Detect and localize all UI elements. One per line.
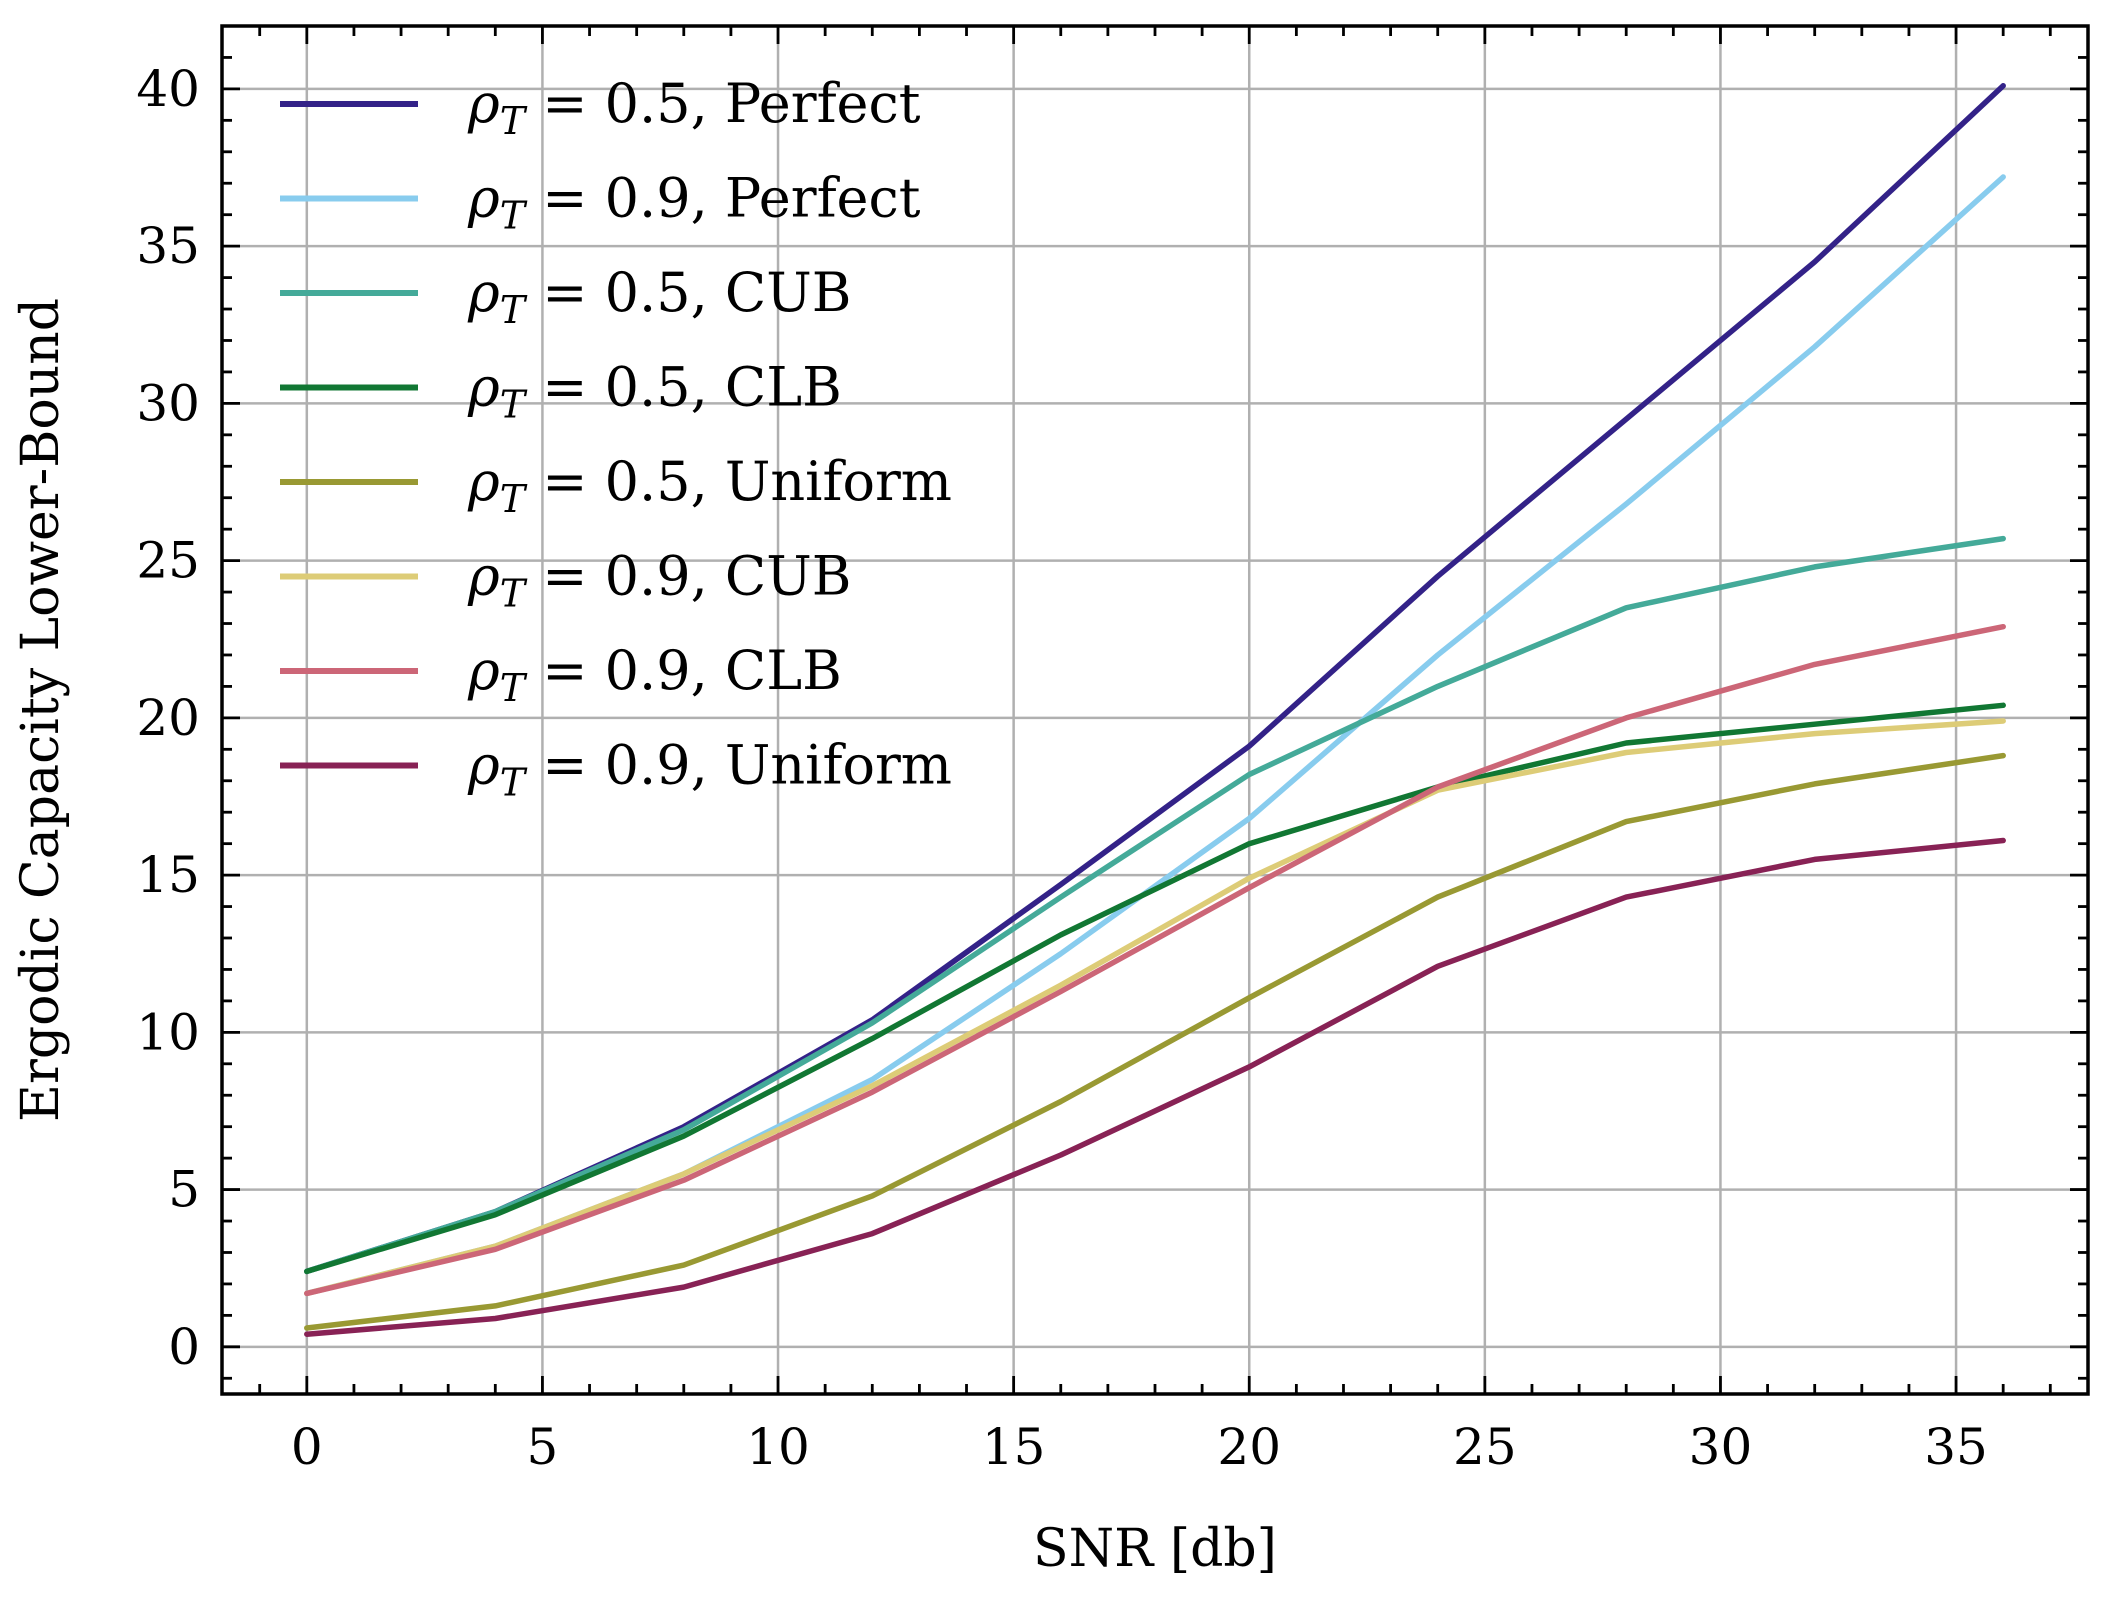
legend-label: ρT = 0.9, Uniform	[467, 734, 952, 805]
series-line-4	[304, 702, 2006, 1275]
legend-label: ρT = 0.9, Perfect	[467, 167, 921, 238]
legend-label: ρT = 0.5, Uniform	[467, 450, 952, 521]
y-tick-label: 5	[168, 1161, 200, 1219]
x-tick-label: 10	[746, 1418, 810, 1476]
x-axis-label: SNR [db]	[1033, 1519, 1277, 1579]
series-lines	[304, 83, 2006, 1337]
series-line-6	[304, 718, 2006, 1297]
legend-label: ρT = 0.5, CLB	[467, 356, 842, 427]
x-tick-label: 20	[1217, 1418, 1281, 1476]
series-line-8	[304, 837, 2006, 1337]
y-tick-label: 40	[136, 60, 200, 118]
y-tick-label: 20	[136, 689, 200, 747]
y-tick-label: 15	[136, 846, 200, 904]
y-axis-label: Ergodic Capacity Lower-Bound	[11, 298, 71, 1122]
legend: ρT = 0.5, Perfect ρT = 0.9, Perfect ρT = 0…	[280, 72, 952, 805]
x-tick-label: 30	[1689, 1418, 1753, 1476]
x-tick-label: 25	[1453, 1418, 1517, 1476]
legend-label: ρT = 0.9, CUB	[467, 545, 851, 616]
grid	[222, 26, 2088, 1394]
legend-label: ρT = 0.5, CUB	[467, 261, 851, 332]
x-tick-label: 5	[527, 1418, 559, 1476]
y-tick-label: 0	[168, 1318, 200, 1376]
y-tick-label: 10	[136, 1003, 200, 1061]
legend-label: ρT = 0.9, CLB	[467, 639, 842, 710]
series-line-7	[304, 623, 2006, 1297]
series-line-5	[304, 752, 2006, 1331]
legend-label: ρT = 0.5, Perfect	[467, 72, 921, 143]
y-tick-label: 25	[136, 532, 200, 590]
tick-labels: 0 5 10 15 20 25 30 35 0 5 10 15 20 25 30 35 40	[136, 60, 1987, 1476]
axis-ticks	[222, 26, 2088, 1394]
y-tick-label: 30	[136, 374, 200, 432]
series-line-3	[304, 535, 2006, 1275]
x-tick-label: 15	[982, 1418, 1046, 1476]
y-tick-label: 35	[136, 217, 200, 275]
x-tick-label: 0	[291, 1418, 323, 1476]
x-tick-label: 35	[1924, 1418, 1988, 1476]
